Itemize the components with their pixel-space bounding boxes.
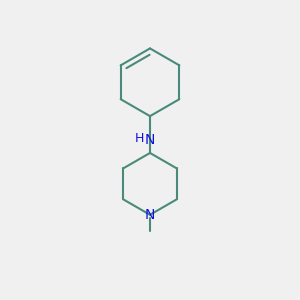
Text: N: N xyxy=(145,133,155,147)
Text: N: N xyxy=(145,208,155,222)
Text: H: H xyxy=(135,132,144,145)
